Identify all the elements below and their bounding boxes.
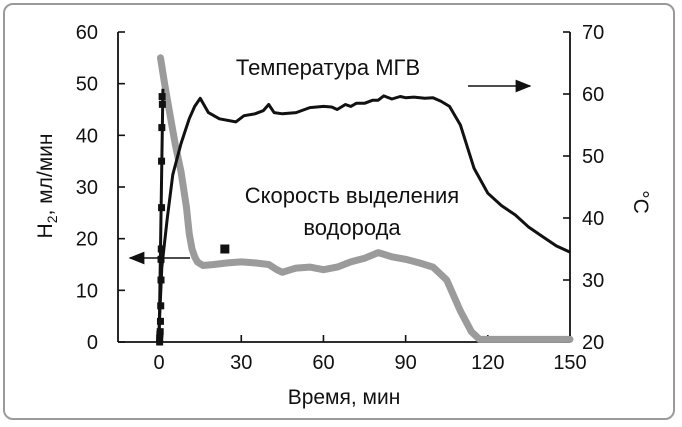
- chart-frame: [3, 3, 675, 420]
- y-left-title-sub: 2: [44, 215, 60, 223]
- annotation-rate-line1: Скорость выделения: [245, 183, 459, 208]
- y-left-title-rest: , мл/мин: [34, 134, 57, 216]
- y-right-ticks: 20 30 40 50 60 70: [563, 22, 604, 354]
- y-left-tick-label: 50: [76, 74, 98, 96]
- hydrogen-rate-line: [157, 54, 574, 343]
- hydrogen-point: [156, 317, 164, 325]
- y-right-tick-label: 30: [582, 270, 604, 292]
- y-right-tick-label: 40: [582, 208, 604, 230]
- x-tick-label: 150: [553, 352, 586, 374]
- y-left-tick-label: 10: [76, 280, 98, 302]
- hydrogen-point: [157, 245, 165, 253]
- y-left-tick-label: 60: [76, 22, 98, 44]
- x-axis-title: Время, мин: [288, 386, 401, 409]
- hydrogen-point: [157, 302, 165, 310]
- hydrogen-point: [158, 124, 166, 132]
- y-left-tick-label: 0: [87, 332, 98, 354]
- hydrogen-point: [158, 100, 166, 108]
- x-ticks: 0 30 60 90 120 150: [154, 335, 587, 374]
- y-right-tick-label: 20: [582, 332, 604, 354]
- y-left-ticks: 0 10 20 30 40 50 60: [76, 22, 125, 354]
- x-tick-label: 90: [395, 352, 417, 374]
- annotation-rate-line2: водорода: [303, 215, 401, 240]
- hydrogen-point: [156, 328, 164, 336]
- x-tick-label: 60: [312, 352, 334, 374]
- y-right-tick-label: 60: [582, 84, 604, 106]
- hydrogen-point: [158, 93, 166, 101]
- y-left-tick-label: 20: [76, 229, 98, 251]
- hydrogen-point: [157, 255, 165, 263]
- hydrogen-point: [156, 334, 164, 342]
- y-right-axis-title: °C: [629, 190, 652, 214]
- y-left-tick-label: 30: [76, 177, 98, 199]
- outlier-point: [220, 244, 230, 254]
- temperature-line: [157, 94, 571, 330]
- y-left-tick-label: 40: [76, 125, 98, 147]
- y-left-axis-title: H2, мл/мин: [34, 134, 60, 239]
- annotation-temperature: Температура МГВ: [236, 55, 420, 80]
- y-left-title-h: H: [34, 223, 57, 238]
- y-right-tick-label: 50: [582, 146, 604, 168]
- x-tick-label: 30: [230, 352, 252, 374]
- x-tick-label: 0: [154, 352, 165, 374]
- svg-text:H2, мл/мин: H2, мл/мин: [34, 134, 60, 239]
- x-tick-label: 120: [471, 352, 504, 374]
- hydrogen-point: [157, 276, 165, 284]
- hydrogen-point: [158, 204, 166, 212]
- y-right-tick-label: 70: [582, 22, 604, 44]
- series-layer: [156, 54, 574, 346]
- svg-text:°C: °C: [629, 190, 652, 214]
- hydrogen-point: [156, 338, 164, 346]
- hydrogen-point: [158, 157, 166, 165]
